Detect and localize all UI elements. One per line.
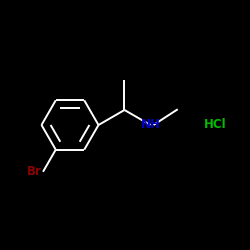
Text: Br: Br xyxy=(27,165,42,178)
Text: NH: NH xyxy=(140,118,160,132)
Text: HCl: HCl xyxy=(204,118,226,132)
